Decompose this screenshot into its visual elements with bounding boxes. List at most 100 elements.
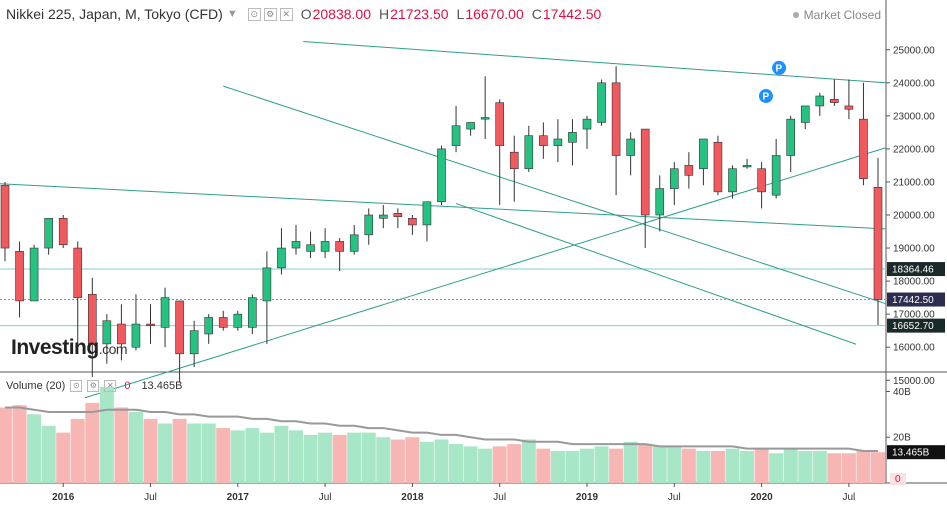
settings-icon[interactable]: ⊙: [247, 7, 261, 21]
volume-bar: [725, 448, 740, 483]
volume-bar: [245, 428, 260, 483]
gear-icon[interactable]: ⚙: [263, 7, 277, 21]
volume-bar: [740, 450, 755, 483]
volume-bar: [12, 405, 27, 483]
close-value: 17442.50: [542, 6, 602, 22]
candle-body: [626, 138, 635, 156]
trendline: [84, 147, 886, 399]
volume-zero-value: 0: [124, 380, 131, 392]
volume-bar: [27, 414, 42, 483]
volume-bar: [85, 402, 100, 483]
candle-body: [466, 122, 475, 130]
volume-bar: [463, 446, 478, 483]
volume-bar: [0, 407, 12, 483]
volume-legend-label[interactable]: Volume (20): [6, 380, 66, 392]
chevron-down-icon[interactable]: ▼: [226, 8, 238, 20]
candle-body: [815, 95, 825, 107]
volume-bar: [812, 450, 827, 483]
trendline: [223, 85, 886, 305]
investing-logo: Investing.com: [11, 336, 128, 360]
candle-body: [611, 82, 621, 156]
volume-bar: [623, 441, 638, 483]
candle-body: [539, 135, 548, 146]
volume-bar: [449, 444, 464, 483]
volume-zero-label-text: 0: [895, 474, 901, 485]
volume-current-value: 13.465B: [141, 380, 183, 392]
candle-body: [509, 151, 519, 170]
volume-bar: [303, 434, 318, 483]
volume-zero-label-box: [890, 473, 906, 485]
price-label: 18364.46: [887, 262, 945, 277]
candle-body: [291, 241, 301, 249]
instrument-title[interactable]: Nikkei 225, Japan, M, Tokyo (CFD): [6, 6, 223, 22]
pivot-marker: P: [758, 89, 773, 104]
settings-icon[interactable]: ⊙: [70, 380, 83, 392]
trendline: [0, 183, 886, 230]
x-tick-label: 2017: [227, 492, 250, 503]
candle-body: [597, 82, 606, 123]
candle-body: [786, 118, 796, 156]
candle-body: [669, 168, 679, 189]
y-tick-label: 24000.00: [893, 78, 935, 89]
trendline: [455, 202, 857, 345]
candle-body: [248, 297, 257, 328]
y-tick-label: 16000.00: [893, 343, 935, 354]
volume-bar: [318, 432, 333, 483]
candle-body: [684, 165, 694, 176]
x-tick-label: 2016: [52, 492, 75, 503]
candle-body: [277, 247, 286, 269]
volume-bar: [856, 450, 871, 483]
volume-bar: [172, 418, 187, 483]
volume-bar: [638, 444, 653, 483]
volume-bar: [361, 432, 376, 483]
pivot-marker-circle: [758, 89, 773, 104]
volume-bar: [696, 450, 711, 483]
price-label: 17442.50: [887, 292, 945, 307]
volume-bar: [536, 448, 551, 483]
y-tick-label: 23000.00: [893, 111, 935, 122]
candle-body: [102, 320, 112, 345]
candle-body: [408, 218, 417, 226]
pivot-marker-label: P: [762, 92, 769, 103]
volume-bar: [216, 428, 231, 483]
y-tick-label: 20000.00: [893, 211, 935, 222]
candle-body: [480, 117, 490, 120]
volume-bar: [99, 386, 114, 483]
y-tick-label: 21000.00: [893, 177, 935, 188]
candle-body: [175, 300, 184, 355]
candle-body: [160, 297, 170, 328]
candle-body: [0, 184, 10, 249]
trendline: [303, 40, 886, 84]
x-tick-label: Jul: [144, 492, 157, 503]
chart-legend: Nikkei 225, Japan, M, Tokyo (CFD) ▼ ⊙ ⚙ …: [6, 6, 601, 22]
gear-icon[interactable]: ⚙: [87, 380, 100, 392]
volume-bar: [565, 450, 580, 483]
volume-bar: [827, 453, 842, 483]
candle-body: [655, 188, 665, 216]
candle-body: [640, 128, 650, 216]
candle-body: [44, 218, 53, 249]
candle-body: [378, 214, 388, 219]
x-tick-label: 2018: [401, 492, 424, 503]
status-dot-icon: [792, 12, 799, 18]
candle-body: [437, 148, 446, 203]
y-tick-label: 15000.00: [893, 376, 935, 387]
close-icon[interactable]: ✕: [104, 380, 117, 392]
y-tick-label: 18000.00: [893, 277, 935, 288]
volume-current-label-text: 13.465B: [892, 448, 930, 459]
close-icon[interactable]: ✕: [279, 7, 293, 21]
candle-body: [15, 251, 24, 302]
y-tick-label: 19000.00: [893, 244, 935, 255]
price-label-box: [887, 292, 945, 307]
volume-bar: [259, 432, 274, 483]
candle-body: [218, 317, 228, 328]
candle-body: [393, 213, 403, 217]
candle-body: [844, 105, 854, 110]
candle-body: [262, 267, 272, 302]
candle-body: [131, 323, 141, 348]
x-tick-label: Jul: [668, 492, 681, 503]
volume-bar: [594, 446, 609, 483]
low-value: 16670.00: [465, 6, 524, 22]
market-status-text: Market Closed: [803, 8, 881, 22]
